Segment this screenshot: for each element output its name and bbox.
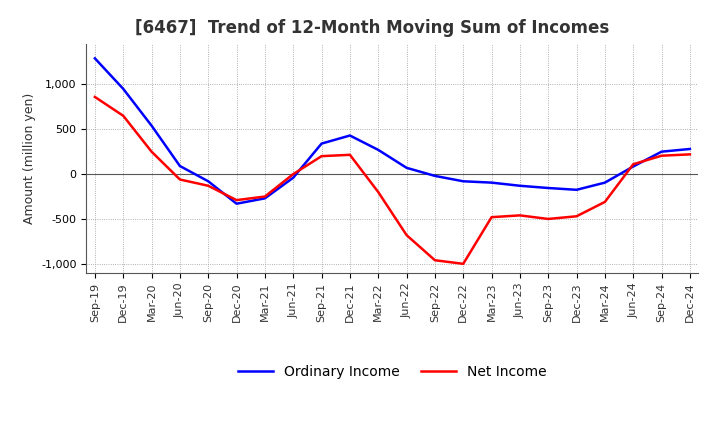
Net Income — [600, 199, 609, 205]
Net Income — [91, 94, 99, 99]
Ordinary Income — [629, 164, 637, 169]
Net Income — [572, 214, 581, 219]
Line: Net Income: Net Income — [95, 97, 690, 264]
Net Income — [119, 113, 127, 118]
Ordinary Income — [119, 86, 127, 92]
Ordinary Income — [402, 165, 411, 170]
Net Income — [233, 198, 241, 203]
Ordinary Income — [148, 123, 156, 128]
Net Income — [402, 232, 411, 238]
Ordinary Income — [544, 185, 552, 191]
Net Income — [346, 152, 354, 158]
Ordinary Income — [657, 149, 666, 154]
Net Income — [459, 261, 467, 267]
Ordinary Income — [346, 133, 354, 138]
Ordinary Income — [176, 163, 184, 169]
Ordinary Income — [516, 183, 524, 188]
Net Income — [318, 154, 326, 159]
Ordinary Income — [289, 175, 297, 180]
Line: Ordinary Income: Ordinary Income — [95, 59, 690, 204]
Ordinary Income — [318, 141, 326, 146]
Net Income — [289, 172, 297, 177]
Net Income — [176, 177, 184, 182]
Ordinary Income — [685, 147, 694, 152]
Ordinary Income — [572, 187, 581, 192]
Text: [6467]  Trend of 12-Month Moving Sum of Incomes: [6467] Trend of 12-Month Moving Sum of I… — [135, 19, 610, 37]
Ordinary Income — [374, 147, 382, 153]
Net Income — [516, 213, 524, 218]
Net Income — [431, 257, 439, 263]
Net Income — [204, 183, 212, 188]
Ordinary Income — [431, 173, 439, 179]
Net Income — [544, 216, 552, 222]
Net Income — [629, 161, 637, 167]
Legend: Ordinary Income, Net Income: Ordinary Income, Net Income — [233, 360, 552, 385]
Ordinary Income — [487, 180, 496, 185]
Net Income — [374, 189, 382, 194]
Net Income — [148, 149, 156, 154]
Ordinary Income — [459, 179, 467, 184]
Ordinary Income — [233, 201, 241, 206]
Net Income — [487, 215, 496, 220]
Net Income — [685, 152, 694, 157]
Ordinary Income — [204, 179, 212, 184]
Y-axis label: Amount (million yen): Amount (million yen) — [22, 93, 35, 224]
Net Income — [261, 194, 269, 199]
Ordinary Income — [261, 196, 269, 201]
Ordinary Income — [91, 56, 99, 61]
Ordinary Income — [600, 180, 609, 185]
Net Income — [657, 153, 666, 158]
